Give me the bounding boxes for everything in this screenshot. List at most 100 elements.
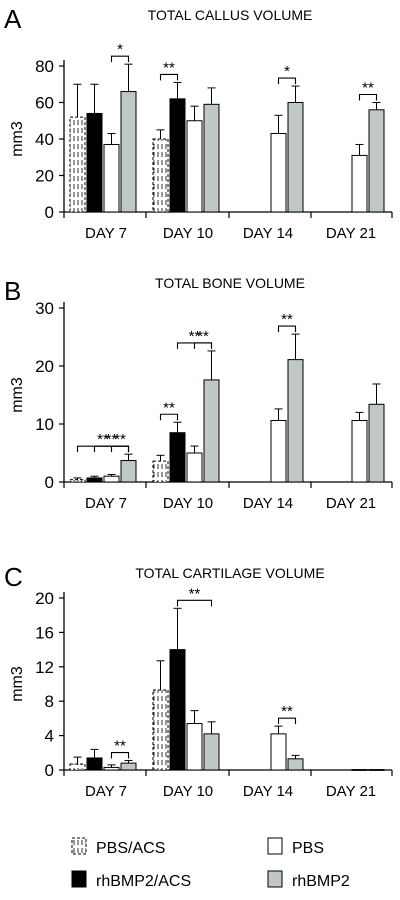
significance-bracket: ** — [358, 80, 378, 101]
bar-pbs-acs — [152, 138, 169, 213]
bar-rhbmp2 — [120, 91, 137, 213]
significance-bracket: ** — [159, 59, 179, 81]
legend-label: PBS/ACS — [96, 840, 165, 857]
bar-rhbmp2 — [287, 758, 304, 771]
x-tick-label: DAY 14 — [243, 495, 293, 512]
bar-rhbmp2 — [368, 109, 385, 213]
bar-rhbmp2 — [203, 103, 220, 213]
bracket-line — [277, 325, 297, 333]
legend-label: PBS — [292, 840, 324, 857]
y-tick-label: 20 — [35, 167, 54, 186]
bar-rhbmp2-acs — [169, 98, 186, 213]
y-tick-label: 16 — [35, 623, 54, 642]
legend: PBS/ACS PBS rhBMP2/ACS rhBMP2 — [71, 837, 350, 890]
y-tick-label: 12 — [35, 658, 54, 677]
bar-pbs — [270, 733, 287, 771]
panel-letter: B — [4, 276, 21, 306]
bracket-line — [358, 93, 378, 101]
significance-label: ** — [97, 431, 109, 448]
bracket-line — [110, 55, 130, 63]
chart-title: TOTAL BONE VOLUME — [155, 275, 305, 291]
significance-bracket: ** — [110, 431, 130, 453]
legend-swatch-rhbmp2-acs — [71, 870, 87, 888]
significance-bracket: ** — [277, 311, 297, 333]
bracket-line — [159, 73, 179, 81]
bar-rhbmp2 — [287, 102, 304, 213]
bracket-line — [176, 599, 213, 607]
y-tick-label: 30 — [35, 299, 54, 318]
x-tick-label: DAY 21 — [326, 225, 376, 242]
y-tick-label: 0 — [45, 203, 54, 222]
significance-label: * — [284, 63, 290, 80]
bar-rhbmp2-acs — [169, 432, 186, 483]
x-tick-label: DAY 21 — [326, 495, 376, 512]
y-tick-label: 80 — [35, 57, 54, 76]
x-tick-label: DAY 7 — [85, 783, 127, 800]
x-tick-label: DAY 14 — [243, 225, 293, 242]
bar-pbs-acs — [69, 479, 86, 483]
bar-rhbmp2 — [203, 733, 220, 771]
y-tick-label: 40 — [35, 130, 54, 149]
bar-rhbmp2 — [203, 379, 220, 483]
y-tick-label: 60 — [35, 94, 54, 113]
significance-bracket: ** — [159, 399, 179, 421]
legend-label: rhBMP2 — [292, 873, 350, 890]
significance-label: ** — [281, 311, 293, 328]
chart-title: TOTAL CARTILAGE VOLUME — [135, 565, 324, 581]
bar-pbs — [351, 420, 368, 483]
bar-pbs — [103, 475, 120, 483]
bar-pbs-acs — [69, 116, 86, 213]
significance-bracket: ** — [193, 328, 213, 349]
y-tick-label: 20 — [35, 357, 54, 376]
x-tick-label: DAY 10 — [163, 225, 213, 242]
bracket-line — [277, 717, 297, 725]
significance-label: * — [117, 41, 123, 58]
bar-rhbmp2-acs — [86, 757, 103, 771]
x-tick-label: DAY 7 — [85, 225, 127, 242]
bar-pbs — [270, 133, 287, 213]
significance-label: ** — [106, 431, 118, 448]
x-tick-label: DAY 21 — [326, 783, 376, 800]
bar-pbs — [186, 723, 203, 771]
bracket-line — [193, 342, 213, 349]
bar-pbs-acs — [152, 689, 169, 771]
bar-rhbmp2-acs — [86, 112, 103, 213]
x-tick-label: DAY 10 — [163, 495, 213, 512]
x-tick-label: DAY 14 — [243, 783, 293, 800]
bar-pbs — [186, 120, 203, 213]
bar-pbs — [270, 420, 287, 483]
bar-rhbmp2-acs — [86, 477, 103, 483]
significance-label: ** — [163, 399, 175, 416]
significance-bracket: * — [110, 41, 130, 63]
y-axis-label: mm3 — [9, 121, 26, 157]
panel-letter: C — [4, 562, 23, 592]
significance-label: ** — [362, 80, 374, 97]
y-axis-label: mm3 — [9, 666, 26, 702]
y-tick-label: 20 — [35, 589, 54, 608]
y-tick-label: 0 — [45, 473, 54, 492]
significance-label: ** — [197, 328, 209, 345]
significance-label: ** — [114, 738, 126, 755]
y-tick-label: 0 — [45, 761, 54, 780]
significance-bracket: ** — [110, 738, 130, 759]
bar-rhbmp2 — [120, 762, 137, 771]
bar-rhbmp2 — [368, 403, 385, 483]
bracket-line — [159, 413, 179, 421]
bar-pbs — [186, 452, 203, 483]
panel-b: B TOTAL BONE VOLUME 0 10 20 30 mm3 DAY 7 DAY 10 D… — [4, 275, 393, 512]
legend-label: rhBMP2/ACS — [96, 873, 191, 890]
significance-label: ** — [189, 585, 201, 602]
legend-swatch-rhbmp2 — [267, 870, 283, 888]
significance-label: ** — [114, 431, 126, 448]
panel-c: C TOTAL CARTILAGE VOLUME 0 4 8 12 16 20 mm3 DAY 7… — [4, 562, 393, 800]
bracket-line — [277, 77, 297, 85]
legend-swatch-pbs-acs — [71, 837, 87, 855]
bracket-line — [110, 445, 130, 453]
y-tick-label: 10 — [35, 415, 54, 434]
significance-bracket: ** — [277, 703, 297, 725]
significance-label: ** — [189, 328, 201, 345]
bar-pbs — [351, 769, 368, 771]
bar-rhbmp2-acs — [169, 649, 186, 771]
